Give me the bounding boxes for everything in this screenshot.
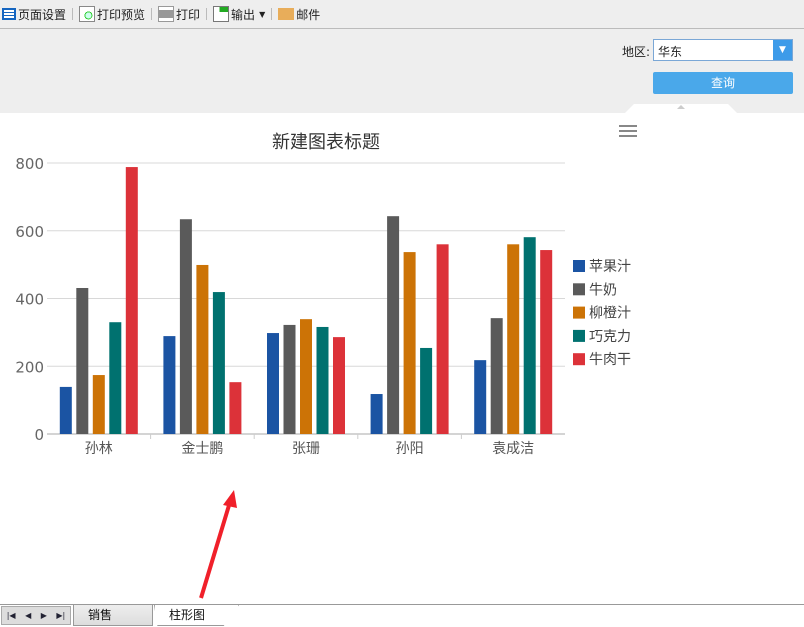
legend-label: 巧克力 (589, 329, 631, 345)
x-tick-label: 孙阳 (396, 441, 424, 457)
legend-swatch (573, 329, 585, 342)
bar (436, 244, 449, 434)
divider (72, 8, 74, 20)
page-setup-icon (2, 8, 16, 20)
y-tick-label: 400 (15, 291, 44, 309)
bar (490, 318, 503, 434)
region-label: 地区: (622, 45, 651, 59)
sheet-tab-bar: |◀ ◀ ▶ ▶| 销售 柱形图 (0, 604, 804, 627)
bar (333, 337, 345, 434)
chevron-down-icon[interactable]: ▼ (773, 40, 792, 60)
mail-icon (278, 8, 295, 20)
first-sheet-icon[interactable]: |◀ (6, 611, 16, 620)
y-tick-label: 200 (15, 358, 44, 376)
bar (229, 382, 242, 434)
y-tick-label: 800 (15, 155, 44, 173)
bar (76, 287, 89, 434)
bar (474, 360, 487, 434)
export-icon (213, 6, 230, 22)
chart-menu-icon[interactable] (619, 125, 637, 139)
bar (179, 219, 192, 434)
bar (283, 324, 296, 434)
y-tick-label: 0 (34, 426, 44, 444)
legend-swatch (573, 353, 585, 366)
toolbar: 页面设置 打印预览 打印 输出 ▼ 邮件 (0, 0, 804, 29)
bar (196, 264, 209, 434)
bar-chart: 新建图表标题 0 200 400 600 800 孙林 金士鹏 张珊 孙阳 袁成洁 苹果汁牛奶柳橙汁巧… (15, 132, 631, 457)
x-tick-label: 孙林 (85, 441, 113, 457)
collapse-panel-toggle[interactable] (625, 104, 737, 113)
chart-title: 新建图表标题 (272, 132, 380, 153)
chevron-down-icon: ▼ (259, 9, 266, 19)
legend-label: 牛奶 (589, 282, 617, 298)
query-button[interactable]: 查询 (653, 72, 793, 94)
mail-button[interactable]: 邮件 (278, 4, 320, 24)
bar (370, 394, 383, 434)
divider (206, 8, 208, 20)
bar (540, 250, 553, 434)
bar (92, 375, 105, 434)
print-preview-button[interactable]: 打印预览 (79, 4, 145, 24)
bar (403, 252, 416, 434)
legend-label: 苹果汁 (589, 259, 631, 275)
last-sheet-icon[interactable]: ▶| (56, 611, 66, 620)
legend-swatch (573, 306, 585, 319)
x-tick-label: 袁成洁 (492, 441, 534, 457)
bar (125, 167, 138, 434)
bar (300, 319, 312, 434)
prev-sheet-icon[interactable]: ◀ (25, 611, 32, 620)
bar (109, 322, 122, 434)
export-button[interactable]: 输出 ▼ (213, 4, 265, 24)
bar (420, 347, 433, 434)
bar (163, 336, 176, 434)
x-tick-label: 张珊 (292, 441, 320, 457)
bar (387, 216, 400, 434)
bar (523, 237, 536, 434)
tab-sales[interactable]: 销售 (73, 605, 153, 626)
bar (212, 292, 225, 434)
sheet-navigation: |◀ ◀ ▶ ▶| (1, 606, 71, 625)
region-select[interactable]: 华东 ▼ (653, 39, 793, 61)
print-button[interactable]: 打印 (158, 4, 200, 24)
legend-swatch (573, 260, 585, 272)
next-sheet-icon[interactable]: ▶ (40, 611, 47, 620)
page-setup-button[interactable]: 页面设置 (2, 4, 66, 24)
bar (267, 333, 279, 434)
tab-bar-chart[interactable]: 柱形图 (154, 605, 239, 626)
bar (507, 244, 520, 434)
printer-icon (158, 6, 175, 22)
y-tick-label: 600 (15, 223, 44, 241)
legend-label: 牛肉干 (589, 352, 631, 368)
x-tick-label: 金士鹏 (181, 441, 223, 457)
print-preview-icon (79, 6, 96, 22)
filter-panel: 地区: 华东 ▼ 查询 (0, 29, 804, 113)
legend-label: 柳橙汁 (589, 305, 631, 322)
divider (151, 8, 153, 20)
divider (271, 8, 273, 20)
bar (59, 386, 72, 434)
bar (316, 326, 329, 434)
legend-swatch (573, 283, 585, 296)
